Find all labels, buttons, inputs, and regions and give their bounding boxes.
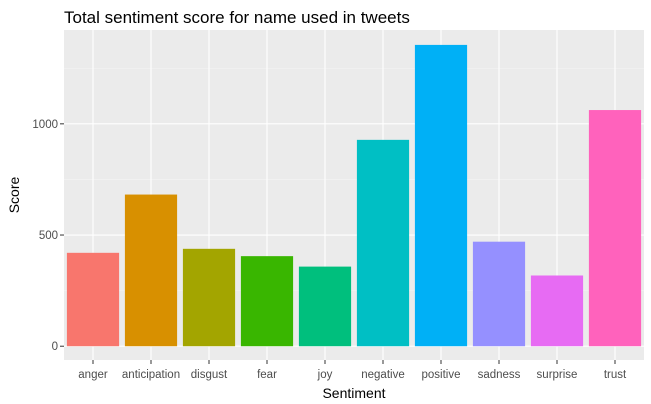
x-tick-label-disgust: disgust <box>191 369 228 381</box>
bar-trust <box>588 110 642 347</box>
bar-anticipation <box>124 194 178 347</box>
bar-anger <box>66 252 120 347</box>
x-tick-label-fear: fear <box>257 369 277 381</box>
x-tick-label-surprise: surprise <box>537 369 578 381</box>
x-tick-label-anticipation: anticipation <box>122 369 180 381</box>
x-tick-label-trust: trust <box>604 369 627 381</box>
bar-surprise <box>530 275 584 347</box>
bar-disgust <box>182 248 236 347</box>
bar-positive <box>414 44 468 347</box>
x-tick-label-negative: negative <box>361 369 404 381</box>
y-tick-label: 1000 <box>32 119 58 131</box>
y-tick-label: 0 <box>52 341 58 353</box>
y-tick-label: 500 <box>39 230 58 242</box>
x-tick-label-sadness: sadness <box>478 369 521 381</box>
y-axis-title: Score <box>6 177 22 214</box>
bar-negative <box>356 139 410 347</box>
x-axis-title: Sentiment <box>322 385 385 401</box>
bar-joy <box>298 266 352 347</box>
chart-title: Total sentiment score for name used in t… <box>64 8 410 27</box>
x-tick-label-positive: positive <box>422 369 461 381</box>
axes: 0 500 1000 anger anticipation disgust fear joy n… <box>32 119 627 381</box>
bar-fear <box>240 256 294 347</box>
bar-sadness <box>472 241 526 347</box>
x-tick-label-joy: joy <box>317 369 333 381</box>
x-tick-label-anger: anger <box>78 369 108 381</box>
bars <box>66 44 642 347</box>
